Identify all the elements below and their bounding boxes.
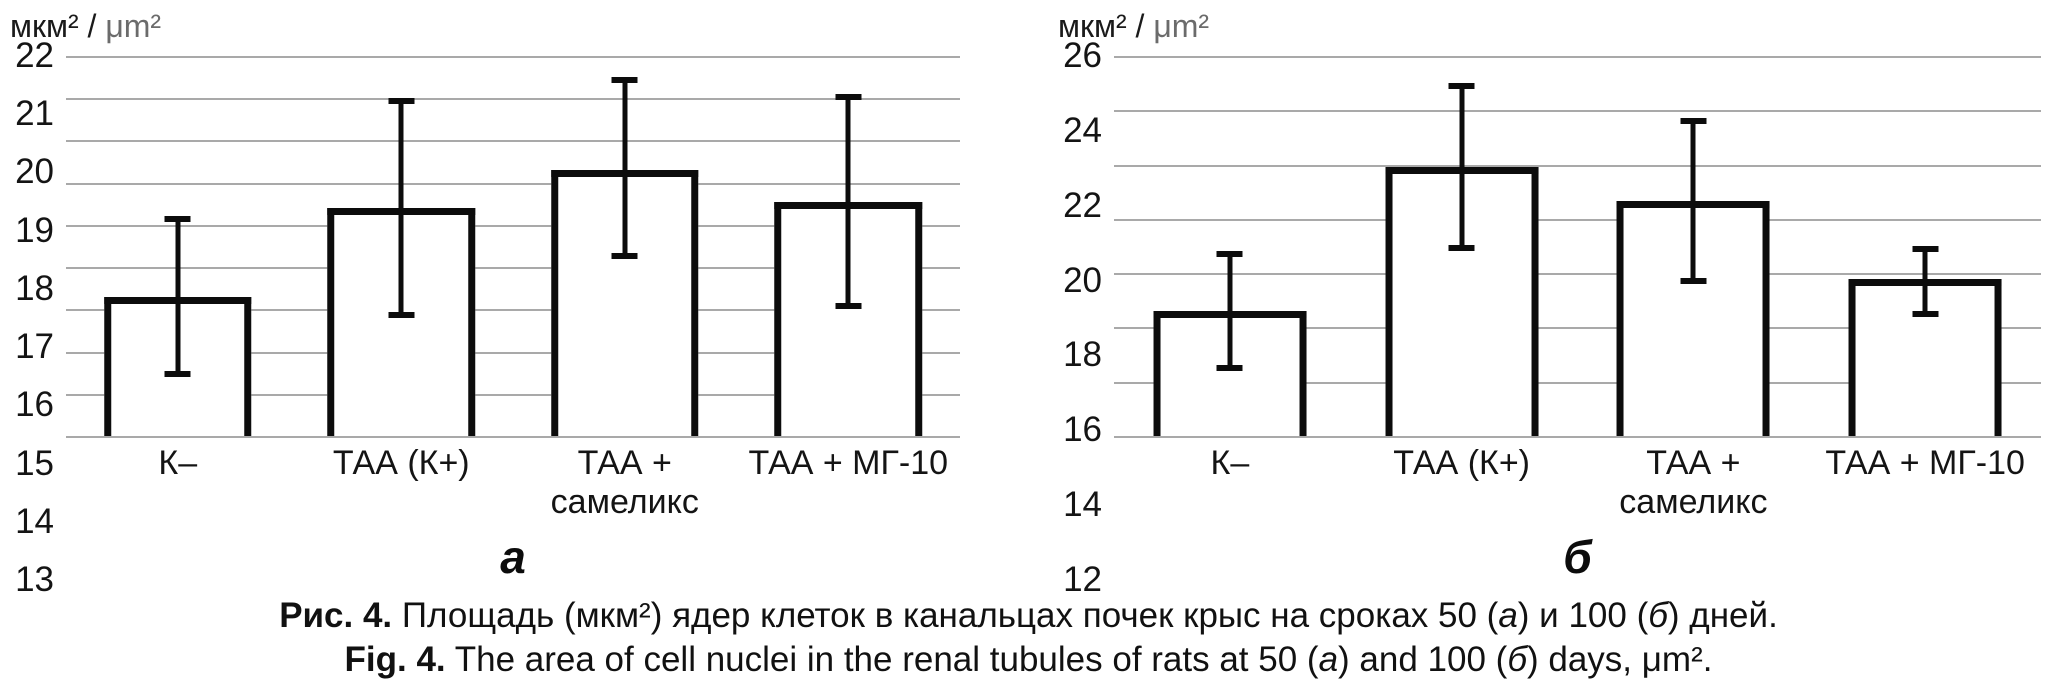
gridline <box>66 182 960 185</box>
chart-letter: б <box>1563 531 1592 583</box>
unit-label-secondary: μm² <box>1153 8 1210 44</box>
y-axis-unit-label: мкм² / μm² <box>1056 6 2041 46</box>
gridline <box>1114 110 2041 113</box>
caption-text-segment: Fig. 4. <box>344 640 446 680</box>
caption-text-segment: The area of cell nuclei in the renal tub… <box>445 640 1319 680</box>
caption-text-segment: ) and 100 ( <box>1338 640 1508 680</box>
x-tick-label: ТАА + МГ-10 <box>1825 444 2025 482</box>
error-bar-ТАА + самеликс <box>622 77 628 259</box>
y-tick-label: 16 <box>15 385 54 425</box>
gridline <box>66 351 960 354</box>
caption-text-segment: Рис. 4. <box>279 596 393 635</box>
y-tick-label: 16 <box>1063 410 1102 450</box>
x-tick-label: К– <box>1210 444 1250 482</box>
y-axis-ticks: 22 21 20 19 18 17 16 15 14 13 <box>8 38 66 597</box>
plot-column: К– ТАА (К+) ТАА + самеликс ТАА + МГ-10 б <box>1114 56 2041 580</box>
y-tick-label: 18 <box>1063 335 1102 375</box>
gridline <box>66 309 960 312</box>
caption-text-segment: ) days, μm². <box>1527 640 1713 680</box>
unit-label-primary: мкм² / <box>10 8 106 44</box>
chart-a-50-days: мкм² / μm² 22 21 20 19 18 17 16 15 14 13 К– ТАА (К… <box>8 6 960 597</box>
y-axis-unit-label: мкм² / μm² <box>8 6 960 46</box>
gridline <box>66 224 960 227</box>
caption-russian: Рис. 4. Площадь (мкм²) ядер клеток в кан… <box>0 594 2057 638</box>
y-tick-label: 15 <box>15 443 54 483</box>
figure-caption: Рис. 4. Площадь (мкм²) ядер клеток в кан… <box>0 594 2057 682</box>
plot-row: 26 24 22 20 18 16 14 12 К– ТАА (К+) ТАА + самеликс… <box>1056 38 2041 597</box>
chart-b-100-days: мкм² / μm² 26 24 22 20 18 16 14 12 К– ТАА (К+) ТА… <box>1056 6 2041 597</box>
y-tick-label: 13 <box>15 559 54 599</box>
y-tick-label: 24 <box>1063 110 1102 150</box>
x-tick-label: ТАА (К+) <box>1393 444 1530 482</box>
gridline <box>66 98 960 101</box>
x-axis-labels: К– ТАА (К+) ТАА + самеликс ТАА + МГ-10 <box>1114 444 2041 528</box>
x-tick-label: К– <box>158 444 198 482</box>
gridline <box>66 140 960 143</box>
caption-english: Fig. 4. The area of cell nuclei in the r… <box>0 638 2057 682</box>
gridline <box>1114 164 2041 167</box>
y-tick-label: 14 <box>1063 484 1102 524</box>
y-tick-label: 22 <box>15 35 54 75</box>
caption-text-segment: Площадь (мкм²) ядер клеток в канальцах п… <box>392 596 1499 635</box>
caption-text-segment: а <box>1318 640 1339 680</box>
caption-text-segment: б <box>1507 640 1527 680</box>
plot-area <box>1114 56 2041 438</box>
gridline <box>66 393 960 396</box>
y-tick-label: 26 <box>1063 35 1102 75</box>
unit-label-primary: мкм² / <box>1058 8 1154 44</box>
error-bar-ТАА (К+) <box>1459 83 1465 252</box>
gridline <box>1114 327 2041 330</box>
y-tick-label: 22 <box>1063 185 1102 225</box>
y-tick-label: 14 <box>15 501 54 541</box>
y-tick-label: 20 <box>1063 260 1102 300</box>
plot-row: 22 21 20 19 18 17 16 15 14 13 К– ТАА (К+) ТАА + саме… <box>8 38 960 597</box>
error-bar-ТАА + самеликс <box>1690 118 1696 284</box>
error-bar-К– <box>1227 251 1233 371</box>
unit-label-secondary: μm² <box>105 8 162 44</box>
caption-text-segment: б <box>1648 596 1668 635</box>
x-tick-label: ТАА (К+) <box>332 444 470 482</box>
gridline <box>66 56 960 58</box>
gridline <box>1114 273 2041 276</box>
y-tick-label: 18 <box>15 268 54 308</box>
x-tick-label: ТАА + самеликс <box>550 444 699 522</box>
y-tick-label: 19 <box>15 210 54 250</box>
caption-text-segment: ) дней. <box>1667 596 1778 635</box>
y-tick-label: 21 <box>15 94 54 134</box>
caption-text-segment: ) и 100 ( <box>1517 596 1649 635</box>
x-axis-labels: К– ТАА (К+) ТАА + самеликс ТАА + МГ-10 <box>66 444 960 528</box>
gridline <box>1114 381 2041 384</box>
charts-row: мкм² / μm² 22 21 20 19 18 17 16 15 14 13 К– ТАА (К… <box>0 0 2057 580</box>
y-tick-label: 12 <box>1063 559 1102 599</box>
caption-text-segment: а <box>1498 596 1518 635</box>
y-tick-label: 20 <box>15 152 54 192</box>
gridline <box>1114 436 2041 438</box>
y-axis-ticks: 26 24 22 20 18 16 14 12 <box>1056 38 1114 597</box>
x-tick-label: ТАА + МГ-10 <box>748 444 949 482</box>
y-tick-label: 17 <box>15 326 54 366</box>
gridline <box>1114 56 2041 58</box>
gridline <box>1114 218 2041 221</box>
gridline <box>66 267 960 270</box>
chart-letter: а <box>500 531 526 583</box>
error-bar-К– <box>175 216 181 377</box>
plot-area <box>66 56 960 438</box>
gridline <box>66 436 960 438</box>
x-tick-label: ТАА + самеликс <box>1619 444 1768 522</box>
error-bar-ТАА + МГ-10 <box>845 94 851 310</box>
error-bar-ТАА (К+) <box>398 98 404 318</box>
error-bar-ТАА + МГ-10 <box>1922 246 1928 317</box>
plot-column: К– ТАА (К+) ТАА + самеликс ТАА + МГ-10 а <box>66 56 960 580</box>
